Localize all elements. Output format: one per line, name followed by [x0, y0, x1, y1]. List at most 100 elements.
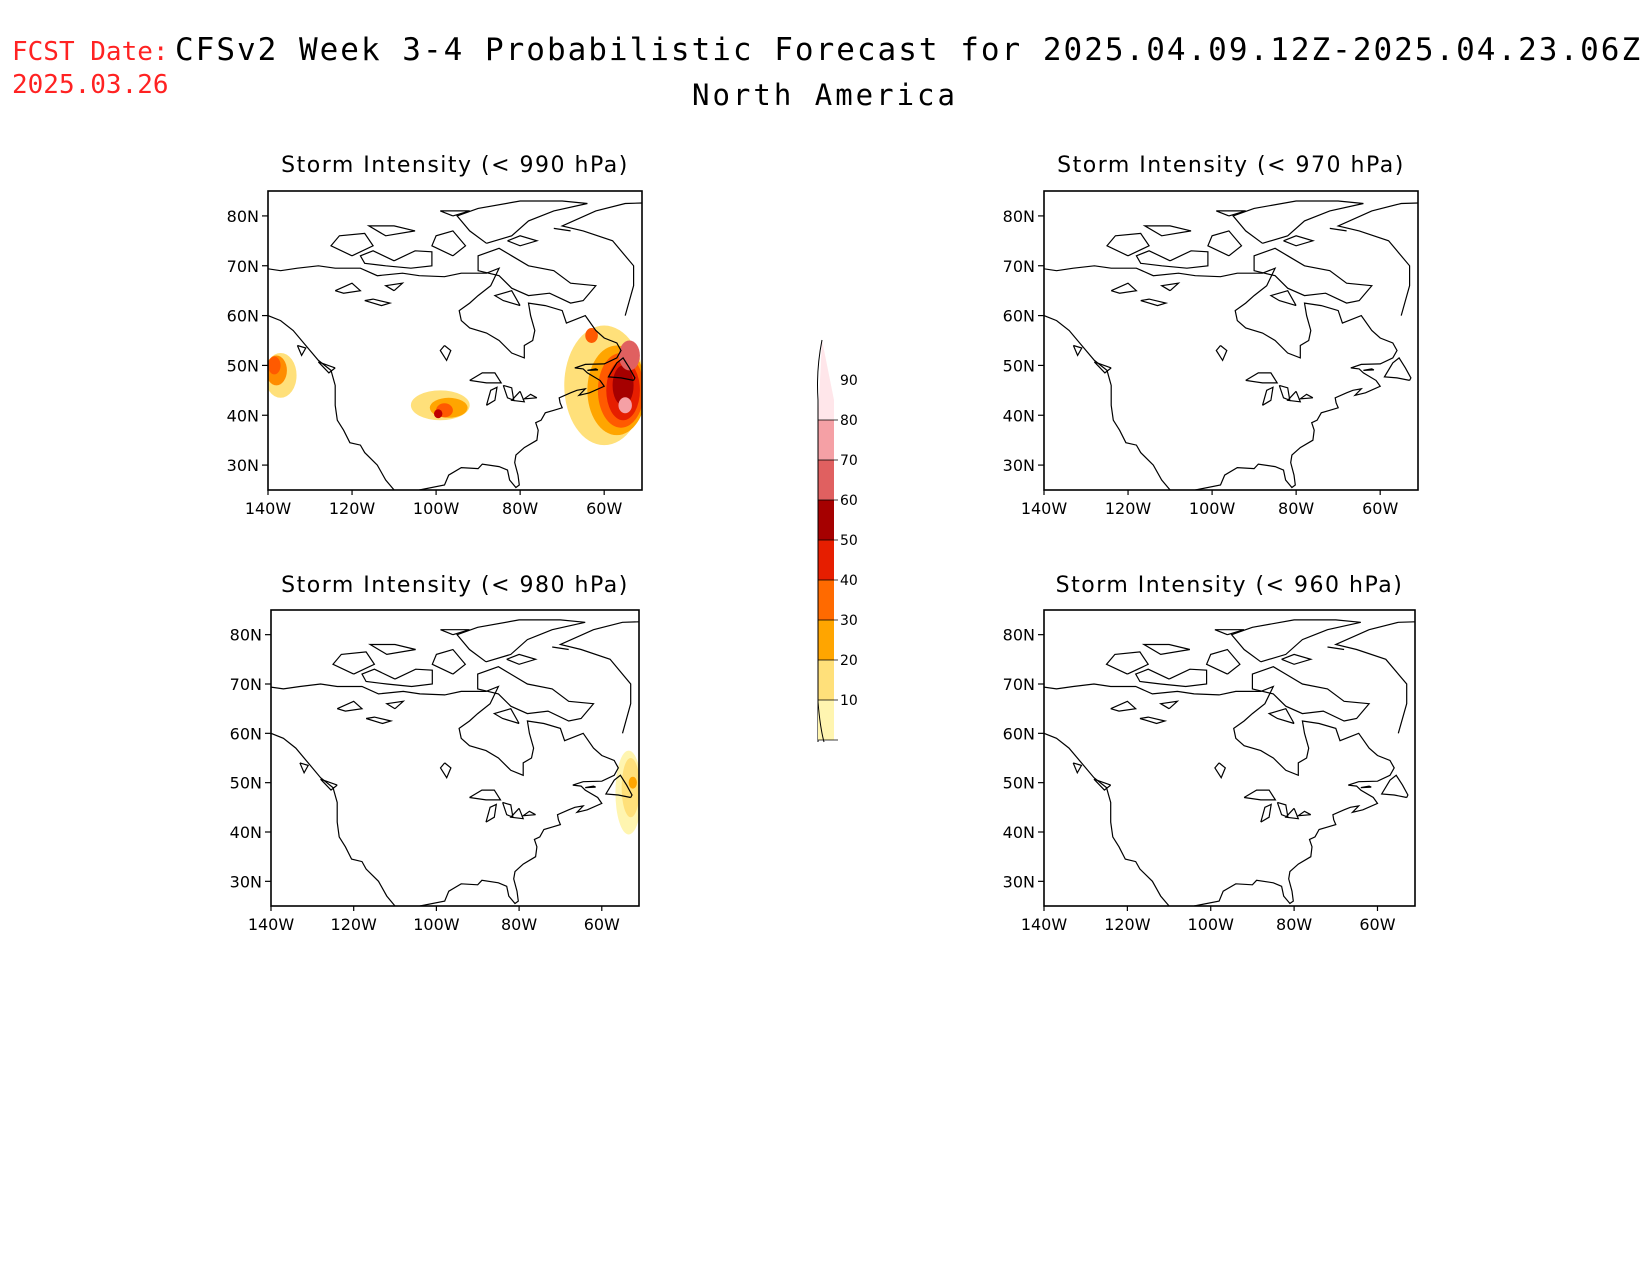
lat-tick-label: 80N	[230, 626, 262, 645]
coastline	[364, 298, 393, 307]
lon-tick-label: 140W	[245, 499, 292, 518]
colorbar-segment	[818, 700, 834, 740]
coastline	[1296, 810, 1312, 817]
map-panel-p980: Storm Intensity (< 980 hPa) 80N 70N 60N 50N 4…	[230, 573, 640, 934]
coastline	[469, 372, 503, 384]
lat-tick-label: 70N	[227, 257, 259, 276]
colorbar-label: 60	[840, 493, 858, 509]
coastline	[1333, 621, 1415, 734]
coastline	[271, 732, 396, 906]
coastline	[1093, 361, 1112, 374]
coastline	[1106, 232, 1150, 257]
coastline	[1243, 789, 1277, 801]
coastline	[365, 716, 394, 725]
coastline	[1110, 700, 1138, 712]
probability-contour	[618, 397, 632, 414]
coastline	[1135, 250, 1209, 269]
coastline	[552, 646, 569, 651]
coastline	[1230, 619, 1361, 663]
coastline	[477, 666, 595, 722]
lon-tick-label: 120W	[1105, 499, 1152, 518]
panel-title: Storm Intensity (< 980 hPa)	[281, 573, 629, 598]
coastline	[1336, 202, 1418, 316]
lon-tick-label: 140W	[1021, 499, 1068, 518]
coastline	[510, 390, 526, 403]
lat-tick-label: 60N	[230, 724, 262, 743]
lat-tick-label: 30N	[1003, 456, 1035, 475]
coastline	[1140, 298, 1169, 307]
coastline	[1261, 386, 1274, 406]
probability-contour	[628, 776, 637, 789]
coastline	[553, 227, 571, 232]
coastline	[492, 707, 520, 725]
colorbar-segment	[818, 540, 834, 580]
coastline	[431, 230, 467, 257]
coastline	[1110, 282, 1138, 294]
lat-tick-label: 60N	[227, 307, 259, 326]
panel-map-area	[271, 619, 639, 906]
panel-map-area	[1044, 200, 1418, 490]
coastline	[271, 683, 619, 906]
panel-title: Storm Intensity (< 990 hPa)	[281, 153, 629, 178]
lat-tick-label: 50N	[230, 774, 262, 793]
coastline	[469, 789, 502, 801]
colorbar-label: 40	[840, 573, 858, 589]
panel-map-area	[1044, 619, 1415, 906]
coastline	[439, 762, 452, 779]
panel-frame	[1043, 190, 1419, 491]
coastline	[477, 247, 597, 304]
coastline	[560, 202, 642, 316]
lon-tick-label: 60W	[1362, 499, 1398, 518]
coastline	[587, 368, 599, 371]
coastline	[456, 619, 586, 663]
coastline	[431, 648, 467, 675]
colorbar-segment	[818, 420, 834, 460]
coastline	[361, 668, 433, 688]
figure-title: CFSv2 Week 3-4 Probabilistic Forecast fo…	[175, 32, 1643, 68]
coastline	[607, 357, 636, 381]
coastline	[1276, 801, 1289, 819]
probability-contour	[268, 356, 281, 375]
coastline	[1284, 807, 1300, 820]
colorbar-segment	[818, 500, 834, 540]
colorbar-segment	[818, 660, 834, 700]
coastline	[1158, 700, 1180, 710]
coastline	[1207, 230, 1243, 257]
panel-frame	[270, 609, 640, 907]
coastline	[334, 282, 362, 294]
probability-contour	[618, 340, 640, 371]
colorbar-segment	[818, 460, 834, 500]
probability-contour	[433, 409, 443, 419]
colorbar-segment	[818, 340, 834, 420]
panel-frame	[267, 190, 643, 491]
coastline	[1360, 785, 1372, 789]
lat-tick-label: 50N	[1003, 356, 1035, 375]
coastline	[1329, 227, 1347, 232]
lat-tick-label: 70N	[1003, 257, 1035, 276]
lon-tick-label: 80W	[501, 915, 537, 934]
colorbar-label: 10	[840, 693, 858, 709]
colorbar-label: 70	[840, 453, 858, 469]
lon-tick-label: 80W	[1276, 915, 1312, 934]
colorbar: 10 20 30 40 50 60 70 80 90	[817, 339, 858, 743]
coastline	[296, 344, 307, 357]
colorbar-label: 20	[840, 653, 858, 669]
lon-tick-label: 140W	[1021, 915, 1068, 934]
coastline	[509, 807, 525, 820]
lat-tick-label: 40N	[1003, 406, 1035, 425]
map-panel-p960: Storm Intensity (< 960 hPa) 80N 70N 60N 50N 4…	[1003, 573, 1416, 934]
panel-frame	[1043, 609, 1416, 907]
coastline	[1214, 629, 1245, 636]
coastline	[604, 774, 633, 799]
lat-tick-label: 70N	[1003, 675, 1035, 694]
coastline	[439, 345, 452, 362]
coastline	[1383, 357, 1412, 381]
forecast-date-block: FCST Date: 2025.03.26	[12, 36, 169, 102]
colorbar-label: 90	[840, 373, 858, 389]
lat-tick-label: 40N	[227, 406, 259, 425]
coastline	[456, 200, 588, 244]
coastline	[359, 250, 433, 269]
coastline	[1139, 716, 1168, 725]
coastline	[502, 801, 514, 819]
lat-tick-label: 70N	[230, 675, 262, 694]
